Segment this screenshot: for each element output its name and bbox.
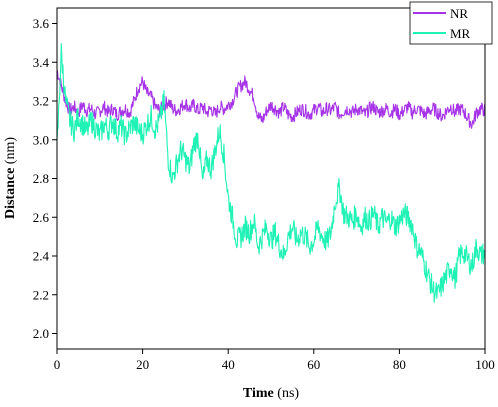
series-line-nr	[56, 69, 486, 129]
plot-frame	[56, 7, 486, 350]
x-tick-label: 100	[475, 357, 495, 372]
y-tick-label: 3.2	[33, 94, 49, 109]
y-tick-label: 2.2	[33, 287, 49, 302]
y-tick-label: 3.4	[33, 55, 50, 70]
x-tick-label: 60	[307, 357, 320, 372]
y-ticks: 2.0 2.2 2.4 2.6 2.8 3.0 3.2 3.4 3.6	[33, 16, 57, 341]
series-layer	[56, 43, 486, 303]
x-tick-label: 40	[222, 357, 235, 372]
x-tick-label: 0	[54, 357, 61, 372]
legend-label-nr: NR	[450, 6, 468, 21]
x-axis-title: Time (ns)	[243, 386, 299, 401]
y-tick-label: 2.8	[33, 171, 49, 186]
y-tick-label: 3.6	[33, 16, 50, 31]
x-tick-label: 20	[136, 357, 149, 372]
y-axis-title: Distance (nm)	[3, 137, 18, 219]
legend-box	[409, 1, 493, 45]
series-line-mr	[56, 43, 486, 303]
x-ticks: 0 20 40 60 80 100	[54, 349, 495, 372]
legend: NR MR	[409, 1, 493, 45]
y-tick-label: 2.0	[33, 326, 49, 341]
x-tick-label: 80	[393, 357, 406, 372]
y-tick-label: 2.4	[33, 249, 50, 264]
legend-label-mr: MR	[450, 26, 471, 41]
y-tick-label: 2.6	[33, 210, 50, 225]
y-tick-label: 3.0	[33, 132, 49, 147]
